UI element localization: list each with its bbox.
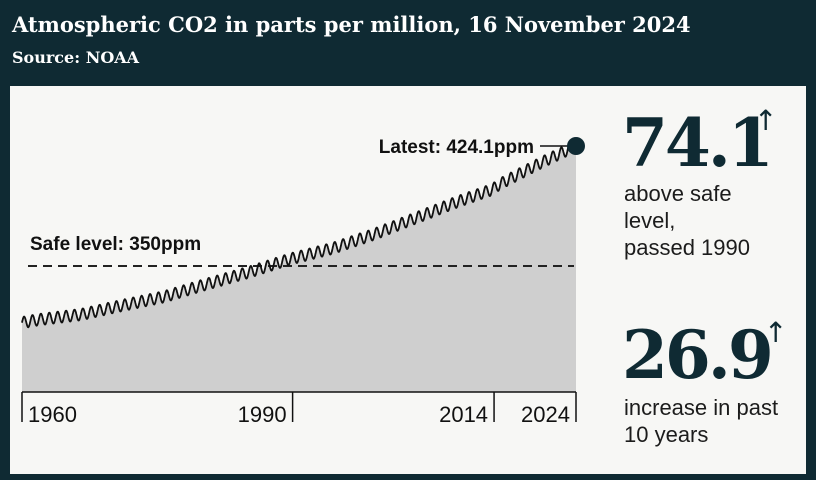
chart-source: Source: NOAA (12, 48, 140, 67)
stat-caption-line: 10 years (624, 422, 709, 447)
x-axis-ticks: 1960 1990 2014 2024 (21, 392, 577, 426)
x-tick-label: 2024 (521, 402, 570, 426)
x-tick-label: 1960 (28, 402, 77, 426)
latest-point (567, 137, 585, 155)
latest-label: Latest: 424.1ppm (379, 137, 534, 158)
x-tick-label: 2014 (439, 402, 488, 426)
stat-caption-line: level, (624, 208, 676, 233)
stat-caption-line: above safe (624, 181, 732, 206)
safe-level-label: Safe level: 350ppm (30, 234, 201, 255)
stat-caption-line: increase in past (624, 395, 779, 420)
up-arrow-icon: ↑ (764, 316, 788, 349)
up-arrow-icon: ↑ (754, 104, 778, 137)
stat-caption-above-safe: above safe level, passed 1990 (624, 180, 750, 261)
co2-chart: Safe level: 350ppm Latest: 424.1ppm 1960… (21, 137, 585, 426)
header-bar: Atmospheric CO2 in parts per million, 16… (0, 0, 816, 86)
co2-series-line (21, 142, 577, 329)
stat-value-increase: 26.9 (622, 316, 774, 394)
x-tick-label: 1990 (238, 402, 287, 426)
chart-title: Atmospheric CO2 in parts per million, 16… (12, 12, 691, 37)
co2-area (22, 143, 576, 392)
stat-caption-increase: increase in past 10 years (624, 394, 778, 448)
stat-value-above-safe: 74.1 (622, 104, 774, 182)
stat-caption-line: passed 1990 (624, 235, 750, 260)
